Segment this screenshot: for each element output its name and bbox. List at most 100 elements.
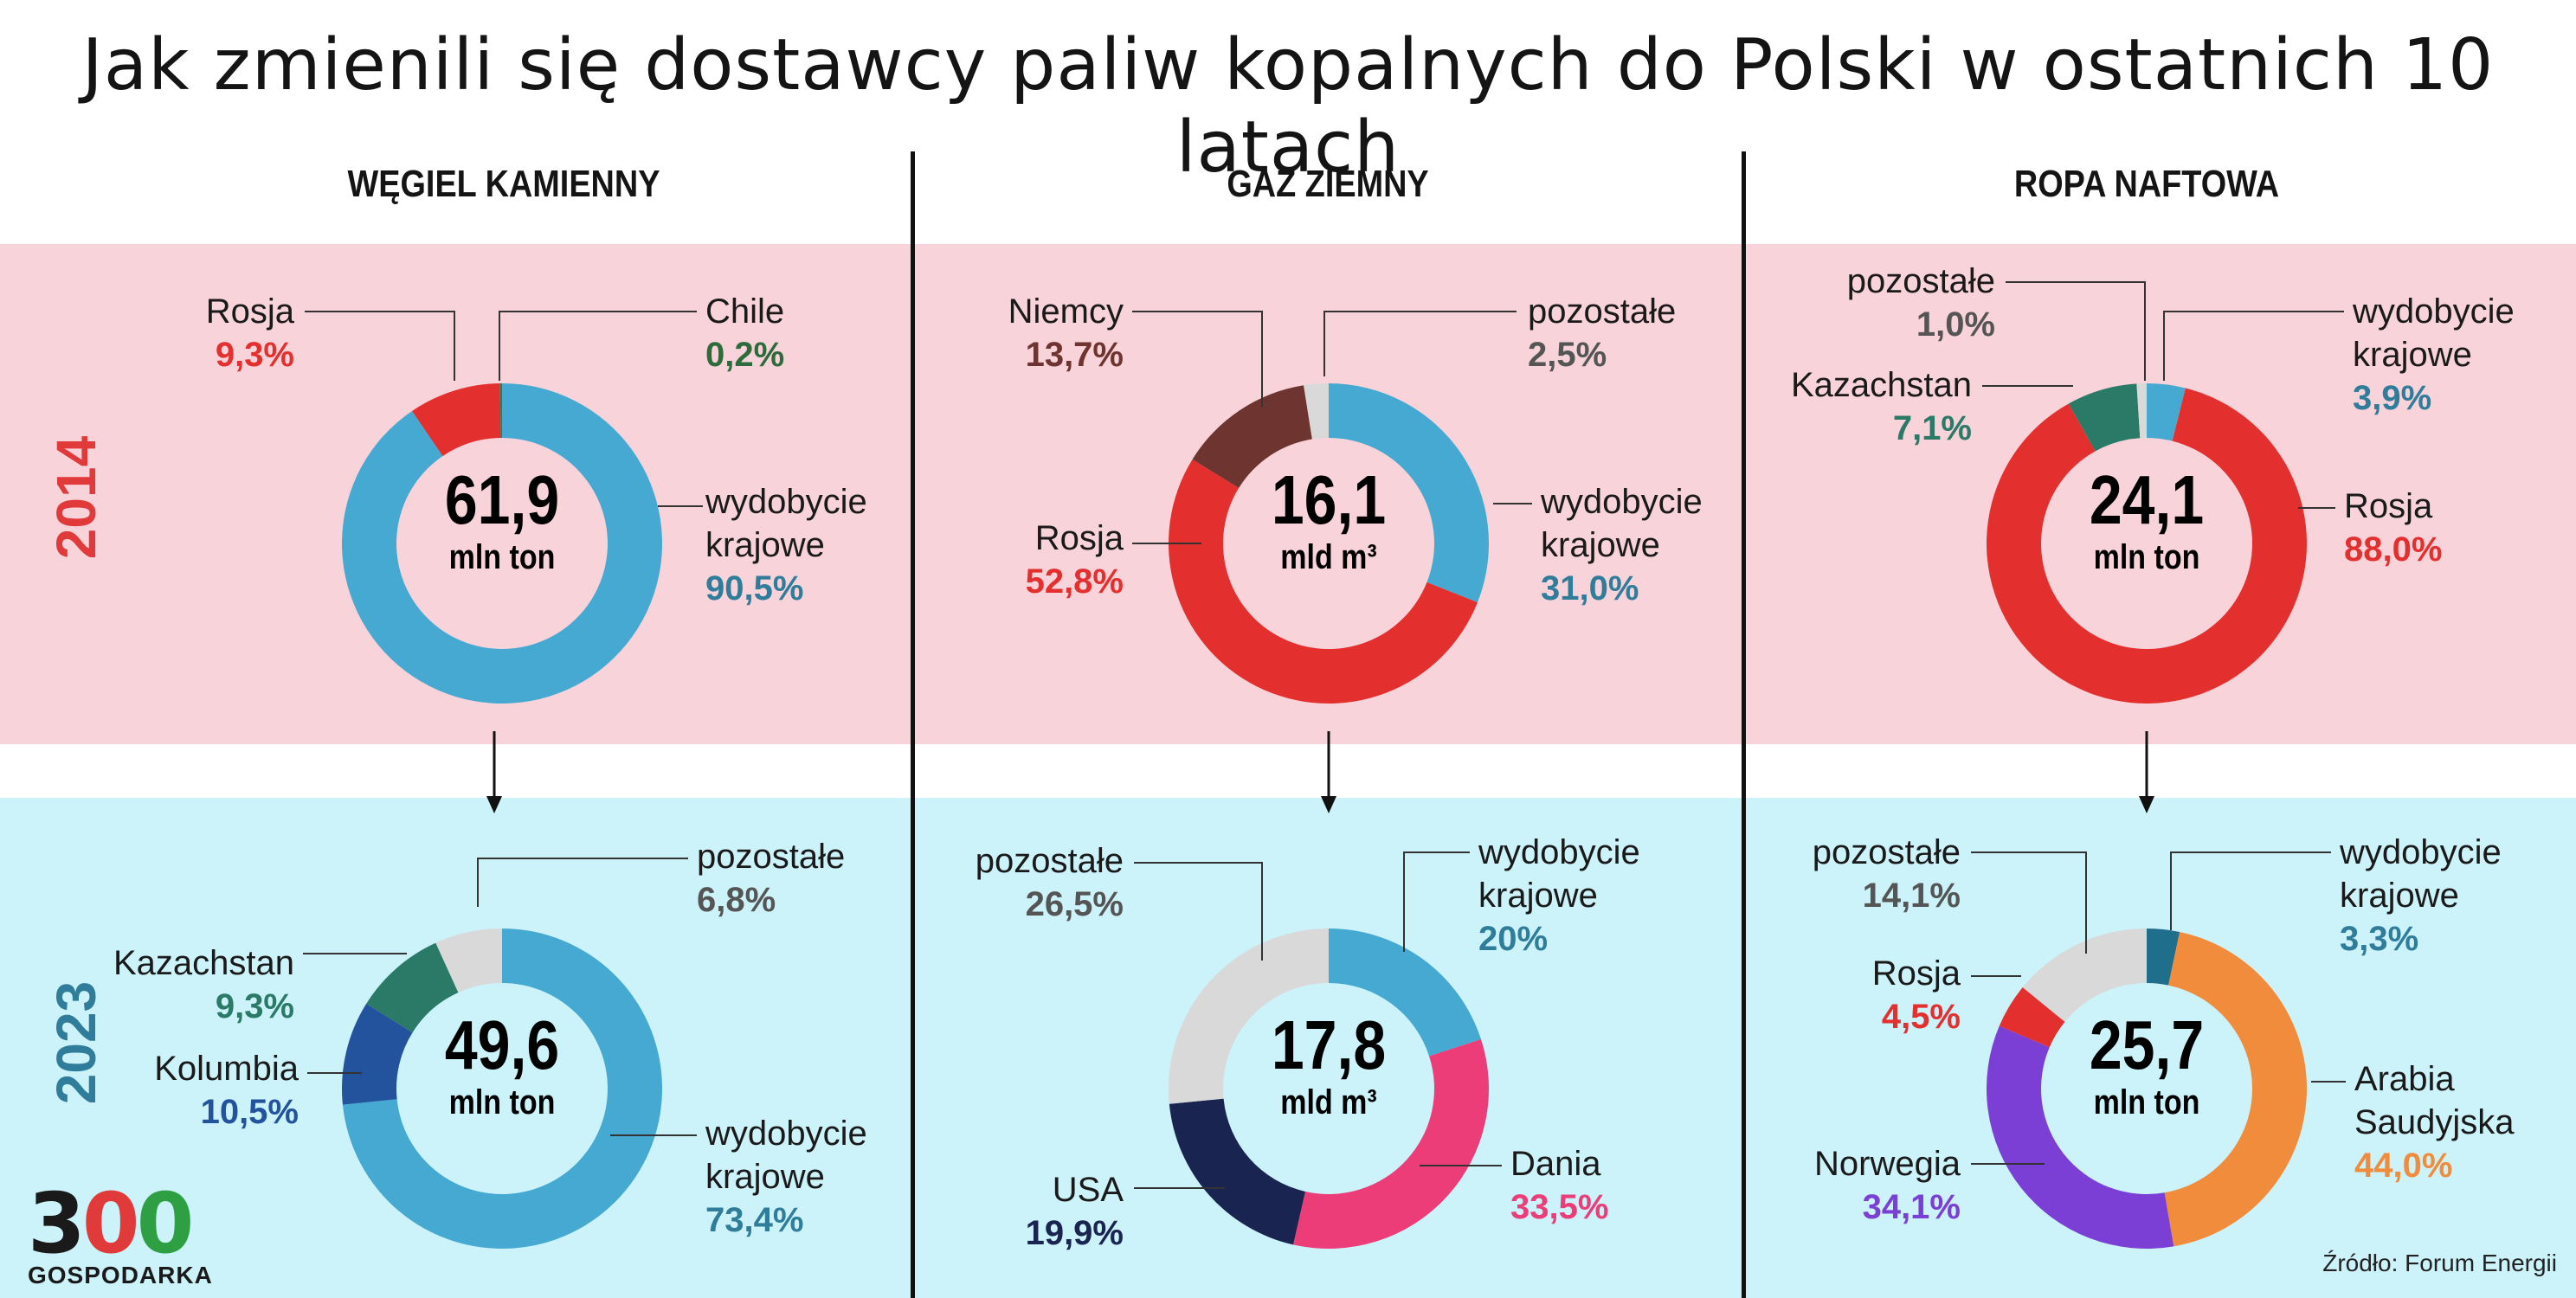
donut-slice-rosja [412,383,501,457]
slice-name: Norwegia [1814,1145,1961,1183]
slice-label-norwegia: Norwegia 34,1% [1814,1142,1961,1229]
slice-name: USA [1052,1171,1124,1209]
slice-value: 4,5% [1881,998,1961,1036]
donut-slice-wydobycie-krajowe [1329,383,1490,603]
slice-value: 19,9% [1025,1214,1124,1252]
leader-line [1323,311,1517,376]
logo-digit: 0 [136,1175,195,1272]
column-divider [1742,151,1746,1298]
total-unit: mld m³ [1280,538,1377,576]
donut-slice-pozostale [1169,929,1329,1104]
donut-slice-kolumbia [342,1003,413,1105]
slice-name: Saudyjska [2354,1103,2515,1141]
logo-digit: 3 [28,1175,86,1272]
slice-label-rosja: Rosja 88,0% [2344,485,2442,571]
slice-name: Rosja [205,292,294,331]
slice-label-niemcy: Niemcy 13,7% [1008,290,1124,376]
slice-name: Arabia [2354,1060,2455,1098]
donut-slice-pozostale [435,929,502,993]
donut-slice-dania [1293,1039,1489,1249]
slice-value: 88,0% [2344,530,2443,569]
slice-name: pozostałe [697,838,846,876]
total-value: 25,7 [2089,1006,2205,1083]
slice-name: Rosja [1871,954,1961,993]
donut-slice-usa [1169,1098,1305,1245]
slice-name: Rosja [1034,519,1124,557]
slice-value: 9,3% [215,336,294,374]
slice-name: wydobycie [1541,483,1703,521]
donut-slice-pozostale [1304,383,1329,440]
slice-value: 44,0% [2354,1147,2453,1185]
slice-name: krajowe [705,526,825,564]
slice-value: 3,3% [2340,920,2419,958]
slice-name: krajowe [705,1158,825,1196]
slice-label-wydobycie-krajowe: wydobycie krajowe 90,5% [705,480,867,610]
slice-label-pozostale: pozostałe 2,5% [1528,290,1676,376]
slice-value: 26,5% [1025,885,1124,923]
slice-name: krajowe [1478,877,1598,915]
logo-number: 300 [28,1182,213,1265]
slice-name: Niemcy [1008,292,1124,331]
slice-label-rosja: Rosja 52,8% [1026,517,1124,603]
slice-label-pozostale: pozostałe 26,5% [976,839,1124,926]
slice-label-chile: Chile 0,2% [705,290,784,376]
donut-center-total: 61,9 mln ton [398,463,606,577]
donut-center-total: 16,1 mld m³ [1225,463,1433,577]
total-unit: mln ton [2093,1083,2200,1121]
slice-name: pozostałe [975,842,1124,880]
slice-name: krajowe [2353,336,2472,374]
donut-slice-wydobycie-krajowe [342,929,662,1249]
leader-line [1132,311,1263,407]
donut-slice-rosja [1168,459,1478,704]
slice-name: wydobycie [2340,833,2502,871]
slice-name: Kazachstan [1790,366,1972,404]
slice-value: 1,0% [1916,305,1995,344]
slice-value: 0,2% [705,336,785,374]
slice-label-usa: USA 19,9% [1026,1168,1124,1255]
slice-label-rosja: Rosja 4,5% [1872,952,1961,1038]
donut-slice-wydobycie-krajowe [2147,929,2180,986]
slice-value: 9,3% [215,987,294,1025]
slice-value: 3,9% [2353,379,2432,417]
slice-name: Dania [1510,1145,1601,1183]
column-divider [911,151,915,1298]
donut-slice-pozostale [2136,383,2147,439]
slice-name: Chile [705,292,785,331]
down-arrow-icon [486,796,502,813]
slice-label-pozostale: pozostałe 1,0% [1847,260,1995,346]
donut-center-total: 49,6 mln ton [398,1008,606,1122]
donut-slice-pozostale [2022,929,2147,1022]
slice-label-wydobycie-krajowe: wydobycie krajowe 3,3% [2340,831,2502,961]
leader-line [1971,851,2087,954]
source-note: Źródło: Forum Energii [2322,1250,2557,1276]
slice-name: wydobycie [1478,833,1640,871]
donut-slice-wydobycie-krajowe [1329,929,1482,1057]
total-value: 61,9 [444,461,560,538]
slice-label-arabia-saudyjska: Arabia Saudyjska 44,0% [2354,1057,2515,1187]
column-heading-gas: GAZ ZIEMNY [1227,163,1429,205]
slice-value: 90,5% [705,569,804,607]
slice-value: 6,8% [697,881,776,919]
leader-line [1403,851,1470,952]
total-unit: mln ton [448,1083,556,1121]
donut-slice-wydobycie-krajowe [2147,383,2186,441]
donut-slice-norwegia [1987,1025,2174,1249]
slice-value: 2,5% [1528,336,1607,374]
leader-line [499,311,697,381]
donut-center-total: 24,1 mln ton [2043,463,2251,577]
total-unit: mln ton [448,538,556,576]
slice-value: 20% [1478,920,1549,958]
slice-value: 52,8% [1025,562,1124,601]
slice-value: 73,4% [705,1201,804,1239]
slice-label-pozostale: pozostałe 6,8% [697,835,845,922]
slice-label-wydobycie-krajowe: wydobycie krajowe 20% [1478,831,1640,961]
donut-slice-chile [499,383,502,439]
slice-value: 33,5% [1510,1188,1609,1226]
slice-name: wydobycie [705,483,867,521]
total-unit: mln ton [2093,538,2200,576]
donut-slice-rosja [1986,388,2307,704]
slice-value: 34,1% [1862,1188,1961,1226]
donut-slice-arabia-saudyjska [2164,931,2307,1247]
slice-value: 7,1% [1892,409,1972,447]
slice-label-wydobycie-krajowe: wydobycie krajowe 31,0% [1541,480,1703,610]
